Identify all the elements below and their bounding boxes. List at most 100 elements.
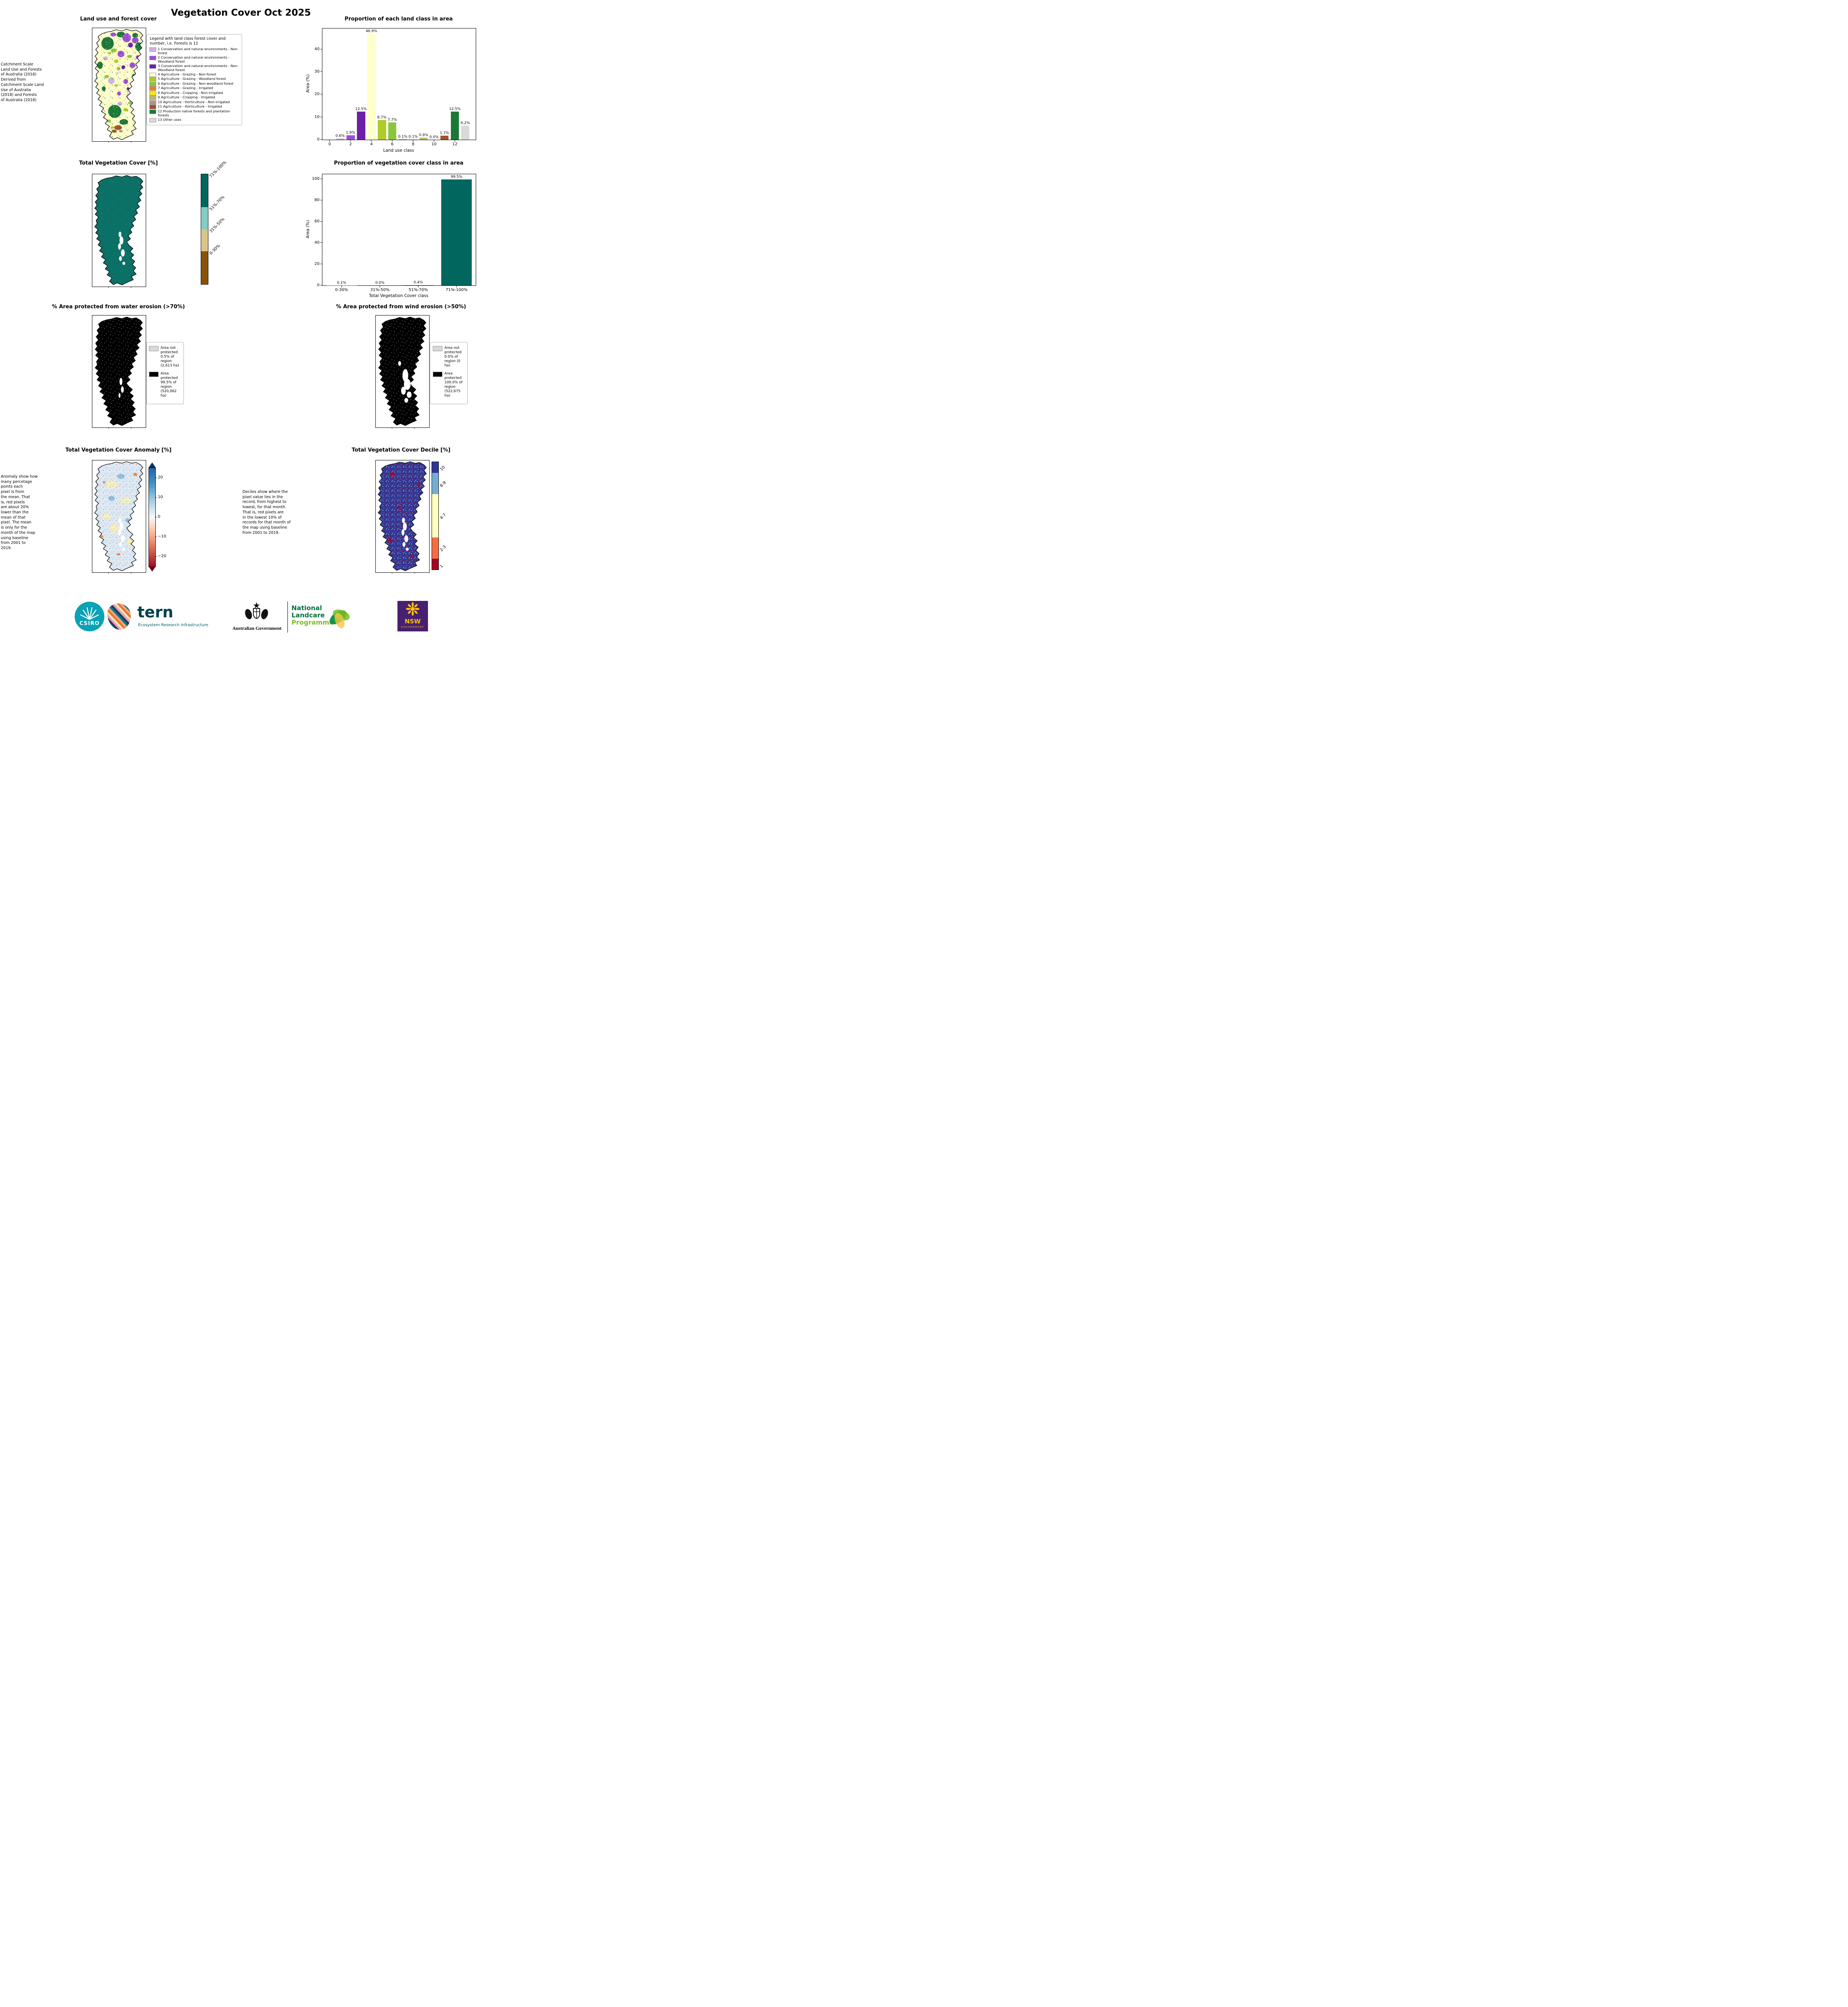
x-axis-tick-label: 6 — [391, 142, 394, 147]
australian-government-label: Australian Government — [232, 625, 282, 631]
bar-value-label: 0.1% — [337, 281, 346, 285]
legend-item: 10 Agriculture - Horticulture - Non-irri… — [149, 100, 239, 105]
decile-colorbar: 10 8-9 4-7 2-3 1 — [432, 462, 447, 570]
legend-item-label: 2 Conservation and natural environments … — [158, 55, 230, 63]
colorbar-segment — [432, 559, 438, 570]
y-axis-tick-label: 0 — [317, 137, 320, 142]
csiro-starburst-icon — [80, 607, 99, 620]
landuse-legend-items: 1 Conservation and natural environments … — [149, 47, 239, 122]
legend-swatch — [149, 91, 156, 96]
bar — [346, 135, 355, 140]
colorbar-segment — [201, 174, 208, 208]
legend-item-label: 5 Agriculture - Grazing - Woodland fores… — [158, 77, 226, 81]
legend-swatch — [149, 346, 159, 351]
x-axis-tick-label: 4 — [370, 142, 373, 147]
bar — [461, 126, 470, 140]
y-axis-tick-label: 0 — [317, 283, 320, 287]
legend-item-label: 3 Conservation and natural environments … — [158, 63, 238, 72]
legend-swatch — [149, 55, 156, 60]
colorbar-label: 2-3 — [439, 545, 447, 553]
legend-entry: Area not protected 0.5% of region (2,613… — [149, 346, 181, 368]
y-axis-tick-label: 30 — [314, 69, 320, 74]
landclass-chart-xlabel: Land use class — [383, 148, 414, 153]
wind-erosion-map — [375, 315, 430, 429]
water-legend: Area not protected 0.5% of region (2,613… — [146, 342, 184, 404]
indigenous-art-logo — [106, 602, 133, 631]
x-axis-tick-label: 10 — [431, 142, 437, 147]
bar — [419, 137, 428, 140]
legend-item-label: 12 Production native forests and plantat… — [158, 109, 230, 117]
legend-item-label: 9 Agriculture - Cropping - Irrigated — [158, 95, 215, 100]
legend-item: 6 Agriculture - Grazing - Non-woodland f… — [149, 81, 239, 86]
colorbar-tick-label: 20 — [158, 475, 163, 480]
legend-swatch — [149, 81, 156, 86]
legend-entry-text: Area not protected 0.5% of region (2,613… — [161, 346, 179, 368]
bar-value-label: 12.5% — [355, 107, 367, 111]
decile-map — [375, 460, 430, 574]
legend-item: 7 Agriculture - Grazing - Irrigated — [149, 86, 239, 91]
bar — [440, 136, 449, 140]
nsw-label: NSW — [405, 618, 421, 625]
vegclass-chart-xlabel: Total Vegetation Cover class — [369, 293, 428, 298]
legend-swatch — [149, 47, 156, 52]
landuse-side-note: Catchment Scale Land Use and Forests of … — [1, 62, 44, 103]
wind-legend: Area not protected 0.0% of region (0 ha)… — [430, 342, 468, 404]
legend-entry-text: Area protected 99.5% of region (520,062 … — [161, 371, 178, 398]
bar — [388, 122, 397, 140]
legend-entry-text: Area protected 100.0% of region (522,675… — [444, 371, 463, 398]
bar-value-label: 0.1% — [408, 135, 418, 139]
x-axis-tick-label: 0-30% — [335, 288, 348, 292]
landuse-map-title: Land use and forest cover — [80, 16, 157, 22]
bar — [357, 111, 365, 140]
footer-divider — [287, 601, 288, 633]
colorbar-label: 31%-50% — [209, 217, 226, 234]
colorbar-segment — [432, 537, 438, 559]
legend-swatch — [149, 118, 156, 122]
colorbar-label: 51%-70% — [209, 195, 226, 212]
legend-swatch — [149, 100, 156, 105]
y-axis-tick-label: 100 — [312, 176, 320, 181]
colorbar-label: 0-30% — [209, 243, 221, 256]
bar-value-label: 99.5% — [450, 175, 463, 179]
anomaly-colorbar-ticks: 20 10 0 −10 −20 — [149, 468, 166, 566]
legend-entry: Area protected 99.5% of region (520,062 … — [149, 371, 181, 398]
colorbar-label: 8-9 — [439, 480, 447, 488]
bar-value-label: 6.2% — [460, 121, 470, 126]
legend-entry-text: Area not protected 0.0% of region (0 ha) — [444, 346, 462, 368]
water-erosion-title: % Area protected from water erosion (>70… — [52, 304, 185, 310]
colorbar-tick-label: −10 — [158, 534, 167, 539]
anomaly-colorbar-bottom-arrow — [149, 566, 156, 572]
anomaly-map-title: Total Vegetation Cover Anomaly [%] — [65, 447, 172, 453]
legend-entry: Area not protected 0.0% of region (0 ha) — [433, 346, 465, 368]
vegcover-map-title: Total Vegetation Cover [%] — [79, 160, 158, 166]
landuse-legend: Legend with land class forest cover and … — [147, 34, 242, 125]
legend-item-label: 7 Agriculture - Grazing - Irrigated — [158, 86, 213, 90]
bar — [336, 138, 344, 140]
x-axis-tick-label: 0 — [328, 142, 331, 147]
legend-swatch — [149, 64, 156, 69]
x-axis-tick — [392, 140, 393, 142]
nsw-sub-label: GOVERNMENT — [401, 626, 424, 629]
page-title: Vegetation Cover Oct 2025 — [171, 8, 311, 18]
csiro-label: CSIRO — [79, 621, 100, 627]
legend-item: 8 Agriculture - Cropping - Non-irrigated — [149, 91, 239, 96]
y-axis-tick-label: 80 — [314, 197, 320, 202]
legend-item: 13 Other uses — [149, 118, 239, 122]
legend-item-label: 4 Agriculture - Grazing - Non-forest — [158, 72, 216, 76]
colorbar-tick — [155, 497, 157, 498]
landcare-line2: Landcare — [291, 611, 325, 619]
bar — [367, 33, 376, 140]
water-erosion-map — [92, 315, 146, 429]
landuse-legend-title: Legend with land class forest cover and … — [150, 37, 226, 46]
bar — [441, 179, 472, 285]
legend-item: 9 Agriculture - Cropping - Irrigated — [149, 95, 239, 100]
colorbar-segment — [432, 462, 438, 473]
colorbar-segment — [201, 229, 208, 251]
colorbar-label: 4-7 — [439, 513, 447, 521]
legend-item: 5 Agriculture - Grazing - Woodland fores… — [149, 77, 239, 82]
legend-swatch — [433, 371, 442, 377]
anomaly-colorbar-top-arrow — [149, 462, 156, 468]
vegcover-colorbar: 71%-100% 51%-70% 31%-50% 0-30% — [201, 160, 227, 285]
legend-item-label: 10 Agriculture - Horticulture - Non-irri… — [158, 100, 230, 104]
vegclass-chart-title: Proportion of vegetation cover class in … — [334, 160, 464, 166]
